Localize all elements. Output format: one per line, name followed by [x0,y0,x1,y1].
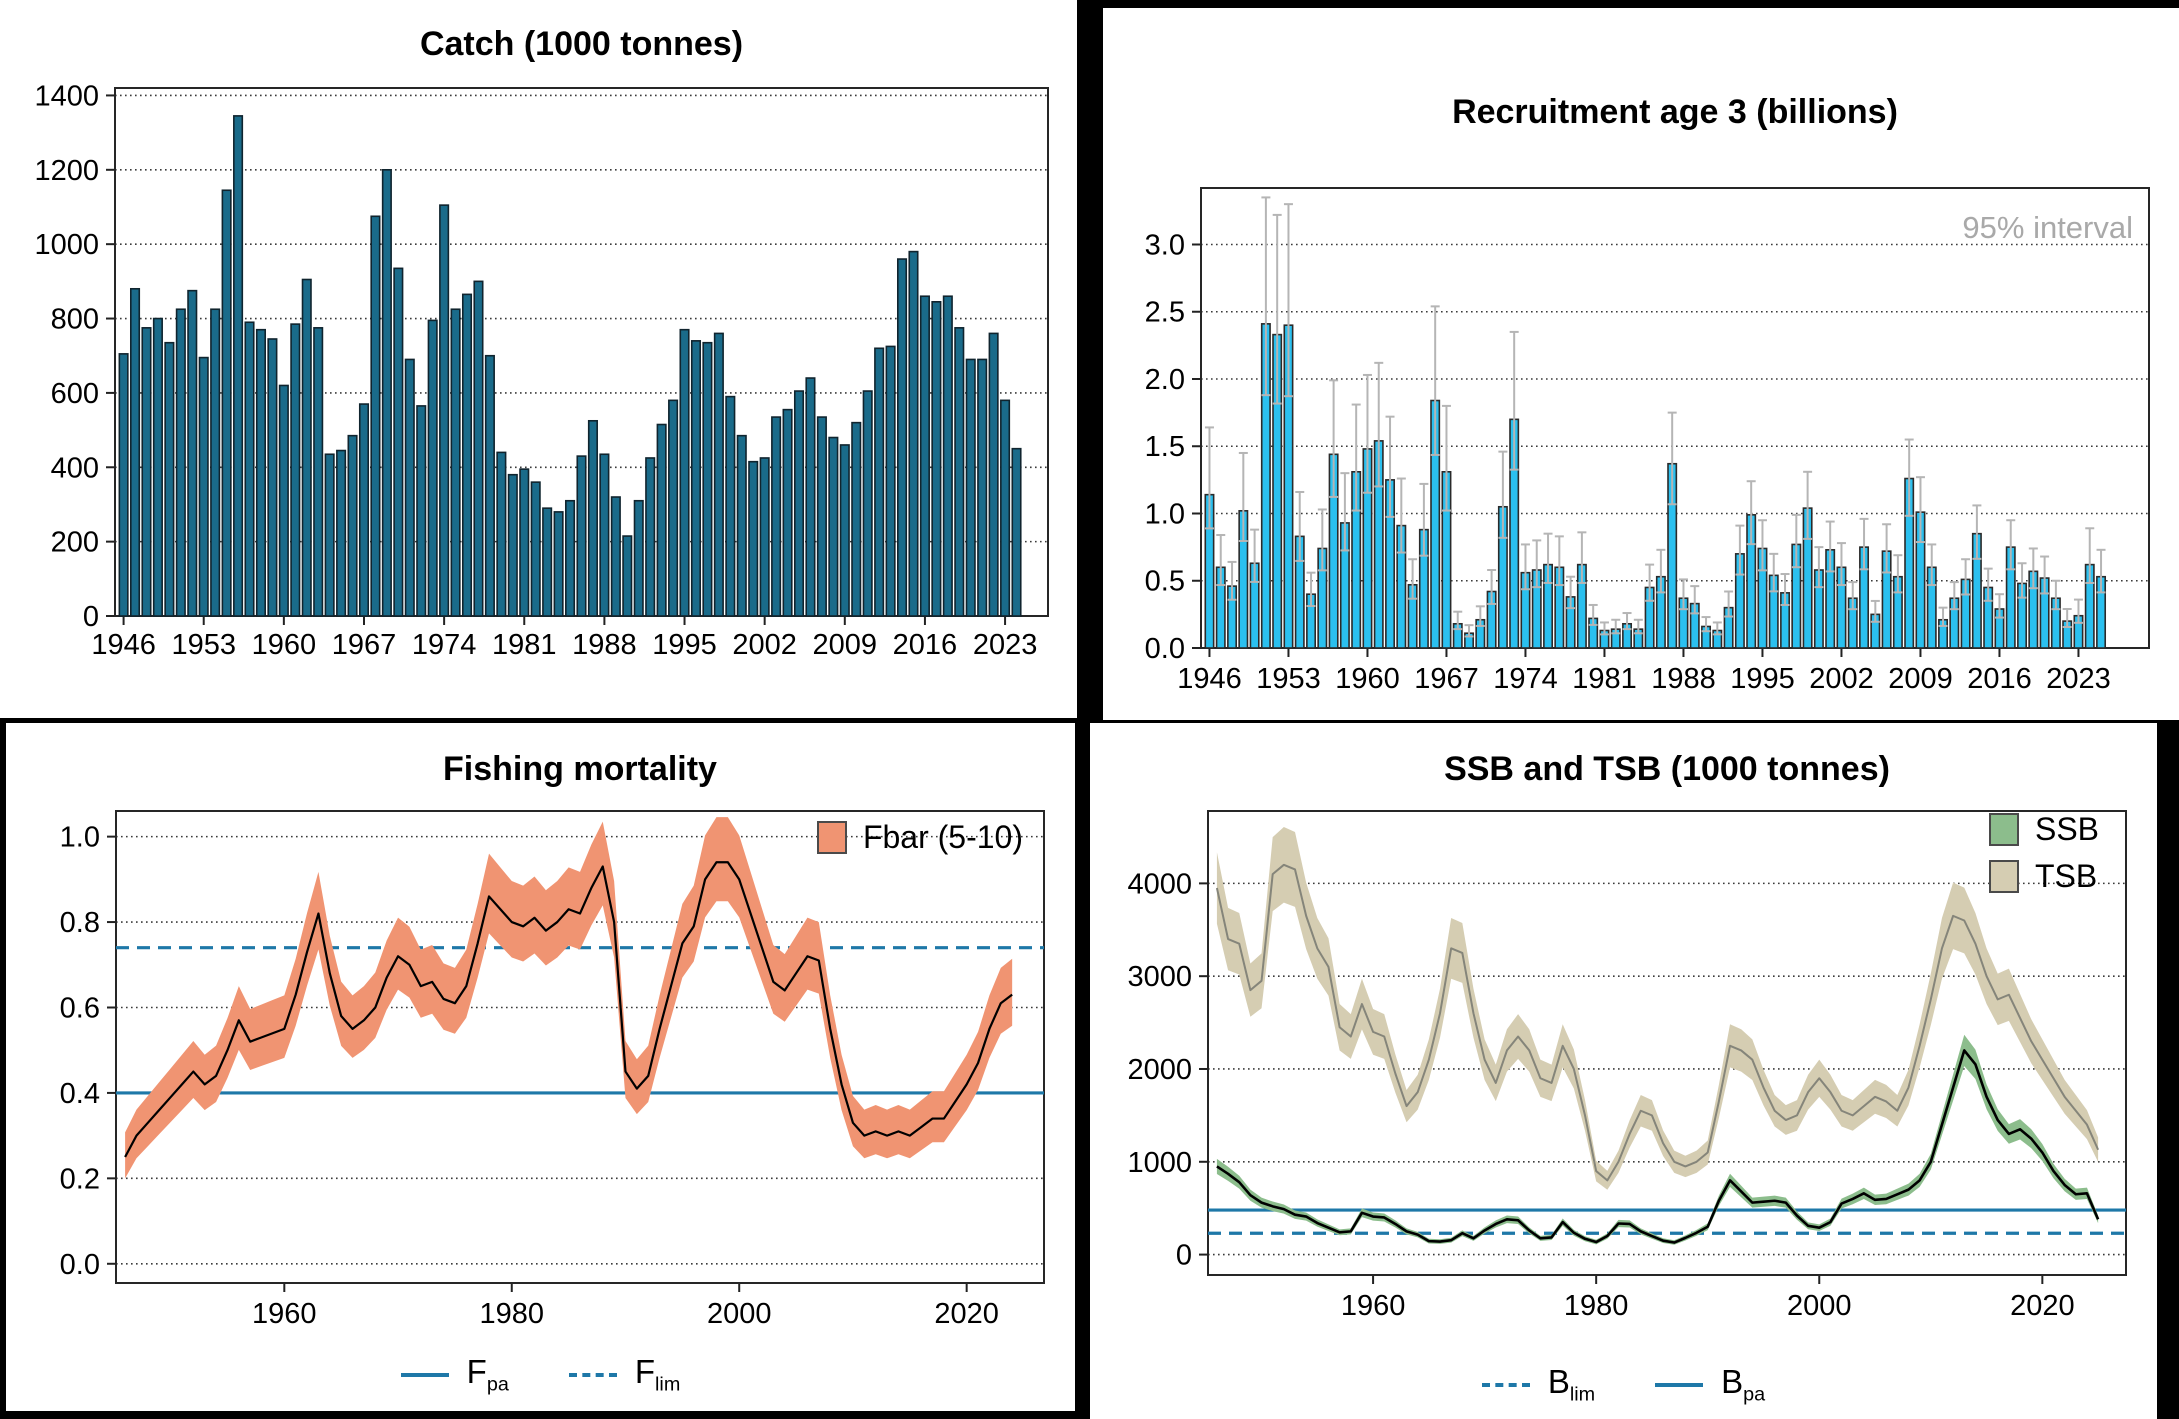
svg-text:1981: 1981 [1572,663,1637,695]
svg-text:0.5: 0.5 [1145,566,1185,598]
svg-text:1988: 1988 [1651,663,1716,695]
flim-legend-label: Flim [634,1353,681,1396]
svg-text:1.5: 1.5 [1145,431,1185,463]
svg-text:1980: 1980 [1564,1290,1629,1322]
svg-text:200: 200 [51,527,99,559]
svg-text:2.5: 2.5 [1145,297,1185,329]
svg-text:2002: 2002 [1809,663,1874,695]
ssb-legend-label: SSB [2034,811,2099,847]
svg-text:1960: 1960 [1335,663,1400,695]
blim-legend-label: Blim [1547,1363,1596,1406]
svg-text:1946: 1946 [91,629,156,661]
svg-text:1960: 1960 [1341,1290,1406,1322]
ssb-legend-row: SSB [1988,811,2099,848]
svg-text:2016: 2016 [1967,663,2032,695]
fbar-swatch-icon [816,821,847,854]
svg-text:1.0: 1.0 [1145,498,1185,530]
fishing-mortality-title: Fishing mortality [443,750,717,788]
fbar-legend: Fbar (5-10) [816,819,1023,856]
svg-text:0.4: 0.4 [60,1078,100,1110]
svg-text:0.8: 0.8 [60,907,100,939]
svg-text:2020: 2020 [934,1298,999,1330]
svg-text:600: 600 [51,378,99,410]
svg-text:400: 400 [51,452,99,484]
svg-text:2020: 2020 [2010,1290,2075,1322]
svg-text:1967: 1967 [332,629,397,661]
svg-text:0.0: 0.0 [1145,633,1185,665]
svg-text:0: 0 [1176,1240,1192,1272]
svg-text:1974: 1974 [412,629,477,661]
svg-text:1960: 1960 [252,1298,317,1330]
svg-text:1400: 1400 [34,80,99,112]
svg-text:2000: 2000 [1127,1054,1192,1086]
tsb-swatch-icon [1988,860,2019,893]
ssb-swatch-icon [1988,813,2019,846]
panel-fishing-mortality: 0.0 0.2 0.4 0.6 0.8 1.0 1960 1980 2000 2020 Fishi… [6,723,1075,1411]
svg-text:2009: 2009 [1888,663,1953,695]
svg-text:2023: 2023 [973,629,1038,661]
svg-text:3000: 3000 [1127,961,1192,993]
svg-text:0.0: 0.0 [60,1249,100,1281]
svg-text:1000: 1000 [34,229,99,261]
svg-text:0.6: 0.6 [60,992,100,1024]
svg-text:2009: 2009 [813,629,878,661]
flim-legend-item: Flim [568,1353,681,1397]
biomass-chart: 0 1000 2000 3000 4000 1960 1980 2000 2020 [1127,810,2127,1322]
svg-text:2023: 2023 [2046,663,2111,695]
svg-text:4000: 4000 [1127,868,1192,900]
biomass-legend: SSB TSB [1988,811,2099,895]
svg-text:1200: 1200 [34,155,99,187]
svg-text:2000: 2000 [707,1298,772,1330]
blim-line-icon [1481,1383,1530,1388]
svg-text:3.0: 3.0 [1145,229,1185,261]
fpa-legend-label: Fpa [466,1353,509,1396]
svg-text:0.2: 0.2 [60,1163,100,1195]
svg-text:800: 800 [51,304,99,336]
recruitment-title: Recruitment age 3 (billions) [1452,93,1898,131]
tsb-legend-row: TSB [1988,858,2099,895]
bpa-legend-item: Bpa [1655,1363,1765,1407]
b-reference-legend: Blim Bpa [1090,1363,2157,1407]
confidence-interval-note: 95% interval [1962,210,2133,245]
svg-text:2002: 2002 [732,629,797,661]
panel-catch: 0 200 400 600 800 1000 1200 1400 1946 1953 1960 196… [0,0,1077,718]
tsb-legend-label: TSB [2034,858,2098,894]
svg-text:1946: 1946 [1177,663,1242,695]
catch-bar-chart: 0 200 400 600 800 1000 1200 1400 1946 1953 1960 196… [34,80,1049,661]
blim-legend-item: Blim [1481,1363,1596,1407]
svg-text:1981: 1981 [492,629,557,661]
f-reference-legend: Fpa Flim [6,1353,1075,1397]
fbar-legend-row: Fbar (5-10) [816,819,1023,856]
svg-text:1953: 1953 [171,629,236,661]
fbar-legend-label: Fbar (5-10) [862,819,1023,855]
recruitment-bar-chart: 0.0 0.5 1.0 1.5 2.0 2.5 3.0 1946 1953 1960 1967 197… [1145,187,2150,695]
svg-text:2016: 2016 [893,629,958,661]
catch-title: Catch (1000 tonnes) [419,25,744,63]
svg-text:1988: 1988 [572,629,637,661]
bpa-line-icon [1655,1383,1704,1388]
panel-biomass: 0 1000 2000 3000 4000 1960 1980 2000 2020 SSB an… [1090,723,2157,1419]
flim-line-icon [568,1373,617,1378]
biomass-title: SSB and TSB (1000 tonnes) [1444,750,1890,788]
svg-text:2000: 2000 [1787,1290,1852,1322]
svg-text:1995: 1995 [1730,663,1795,695]
fishing-mortality-chart: 0.0 0.2 0.4 0.6 0.8 1.0 1960 1980 2000 2020 [60,810,1045,1330]
svg-text:1000: 1000 [1127,1147,1192,1179]
svg-text:1980: 1980 [480,1298,545,1330]
svg-text:1.0: 1.0 [60,822,100,854]
svg-text:1967: 1967 [1414,663,1479,695]
svg-text:2.0: 2.0 [1145,364,1185,396]
fpa-line-icon [400,1373,449,1378]
svg-text:1974: 1974 [1493,663,1558,695]
svg-text:1995: 1995 [652,629,717,661]
fpa-legend-item: Fpa [400,1353,509,1397]
svg-text:1960: 1960 [252,629,317,661]
bpa-legend-label: Bpa [1721,1363,1766,1406]
svg-text:0: 0 [83,601,99,633]
svg-text:1953: 1953 [1256,663,1321,695]
panel-recruitment: 0.0 0.5 1.0 1.5 2.0 2.5 3.0 1946 1953 1960 1967 197… [1103,8,2179,720]
